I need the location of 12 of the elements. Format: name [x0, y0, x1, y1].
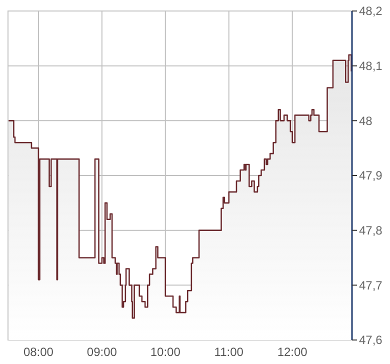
y-tick-label: 47,9 — [359, 168, 383, 183]
x-tick-label: 10:00 — [150, 345, 181, 359]
x-tick-label: 08:00 — [23, 345, 54, 359]
y-tick-label: 48,2 — [359, 4, 383, 18]
y-tick-label: 47,8 — [359, 224, 383, 238]
x-tick-label: 09:00 — [86, 345, 118, 359]
y-tick-label: 48,1 — [359, 59, 383, 74]
y-tick-label: 48 — [359, 114, 373, 128]
y-tick-label: 47,6 — [359, 333, 383, 348]
x-tick-label: 12:00 — [277, 345, 308, 359]
x-tick-label: 11:00 — [214, 345, 244, 359]
y-tick-label: 47,7 — [359, 278, 383, 292]
